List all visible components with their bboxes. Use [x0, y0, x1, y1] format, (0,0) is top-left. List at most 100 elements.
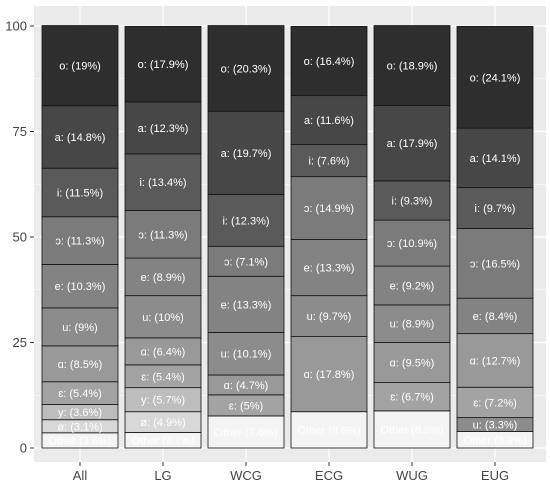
segment-label: ɑ: (9.5%) — [390, 358, 435, 370]
bar-segment — [207, 110, 285, 195]
x-axis: All LG WCG ECG WUG EUG — [73, 462, 509, 483]
bar-segment — [41, 345, 119, 383]
bar-segment — [124, 153, 202, 211]
x-tick-label: All — [73, 468, 88, 483]
segment-label: ɔ: (7.1%) — [224, 256, 268, 268]
segment-label: Other (3.7%) — [132, 435, 195, 447]
segment-label: ɔ: (16.5%) — [470, 258, 520, 270]
bar-segment — [41, 264, 119, 309]
y-tick-label: 75 — [13, 124, 27, 139]
bar-segment — [207, 25, 285, 112]
bars: Other (3.6%) ø: (3.1%) y: (3.6%) ɛ: (5.4%) ɑ… — [41, 25, 534, 449]
segment-label: ɔ: (11.3%) — [138, 229, 187, 241]
segment-label: o: (19%) — [59, 61, 101, 73]
segment-label: Other (8.8%) — [381, 424, 444, 436]
segment-label: a: (14.1%) — [470, 153, 521, 165]
bar-segment — [41, 167, 119, 218]
segment-label: a: (17.9%) — [387, 138, 438, 150]
bar-segment — [124, 295, 202, 339]
bar-EUG: Other (3.9%) u: (3.3%) ɛ: (7.2%) ɑ: (12.7%)… — [456, 26, 534, 449]
segment-label: e: (9.2%) — [390, 281, 435, 293]
bar-segment — [373, 304, 451, 343]
bar-segment — [124, 257, 202, 297]
segment-label: i: (9.3%) — [392, 195, 433, 207]
bar-LG: Other (3.7%) ø: (4.9%) y: (5.7%) ɛ: (5.4%) ɑ… — [124, 26, 202, 449]
bar-segment — [456, 127, 534, 189]
segment-label: ɛ: (5.4%) — [141, 371, 185, 383]
segment-label: Other (8.6%) — [298, 425, 361, 437]
bar-segment — [41, 25, 119, 107]
segment-label: e: (10.3%) — [55, 281, 106, 293]
x-tick-label: EUG — [481, 468, 509, 483]
segment-label: ɛ: (7.2%) — [473, 397, 517, 409]
bar-segment — [456, 187, 534, 229]
segment-label: e: (8.9%) — [141, 272, 186, 284]
y-tick-label: 25 — [13, 335, 27, 350]
segment-label: ɛ: (5.4%) — [58, 388, 102, 400]
segment-label: o: (24.1%) — [470, 72, 521, 84]
segment-label: Other (3.9%) — [464, 435, 527, 447]
bar-segment — [290, 95, 368, 145]
segment-label: u: (9.7%) — [307, 311, 352, 323]
bar-segment — [456, 297, 534, 335]
x-tick-label: WUG — [396, 468, 428, 483]
bar-segment — [373, 25, 451, 106]
bar-segment — [290, 295, 368, 337]
bar-segment — [290, 26, 368, 97]
bar-All: Other (3.6%) ø: (3.1%) y: (3.6%) ɛ: (5.4%) ɑ… — [41, 25, 119, 449]
segment-label: o: (20.3%) — [221, 63, 272, 75]
bar-segment — [124, 337, 202, 366]
segment-label: y: (3.6%) — [58, 407, 102, 419]
segment-label: u: (10%) — [142, 312, 184, 324]
segment-label: u: (8.9%) — [390, 319, 435, 331]
segment-label: i: (9.7%) — [475, 203, 516, 215]
bar-segment — [290, 336, 368, 413]
y-axis: 0 25 50 75 100 — [5, 19, 34, 456]
segment-label: ɔ: (11.3%) — [55, 236, 104, 248]
segment-label: ɑ: (12.7%) — [470, 355, 521, 367]
y-tick-label: 0 — [20, 441, 27, 456]
bar-segment — [41, 105, 119, 169]
x-tick-label: WCG — [230, 468, 262, 483]
bar-segment — [373, 104, 451, 182]
segment-label: o: (16.4%) — [304, 56, 355, 68]
segment-label: ø: (3.1%) — [57, 421, 102, 433]
segment-label: e: (13.3%) — [304, 263, 355, 275]
segment-label: o: (18.9%) — [387, 60, 438, 72]
y-tick-label: 50 — [13, 230, 27, 245]
segment-label: y: (5.7%) — [141, 395, 185, 407]
x-tick-label: LG — [154, 468, 171, 483]
segment-label: i: (7.6%) — [309, 156, 350, 168]
bar-segment — [207, 331, 285, 376]
bar-segment — [124, 210, 202, 259]
x-tick-label: ECG — [315, 468, 343, 483]
segment-label: ɛ: (6.7%) — [390, 392, 434, 404]
segment-label: Other (3.6%) — [49, 435, 112, 447]
segment-label: e: (8.4%) — [473, 311, 518, 323]
bar-segment — [207, 245, 285, 277]
segment-label: ɛ: (5%) — [229, 400, 263, 412]
bar-segment — [290, 176, 368, 240]
segment-label: a: (19.7%) — [221, 148, 272, 160]
segment-label: a: (11.6%) — [304, 115, 354, 127]
y-tick-label: 100 — [5, 19, 27, 34]
segment-label: i: (13.4%) — [139, 177, 186, 189]
segment-label: ɔ: (14.9%) — [304, 203, 354, 215]
segment-label: u: (3.3%) — [473, 420, 518, 432]
bar-segment — [41, 307, 119, 347]
segment-label: ø: (4.9%) — [140, 417, 185, 429]
bar-segment — [373, 410, 451, 449]
segment-label: o: (17.9%) — [138, 59, 189, 71]
bar-segment — [456, 26, 534, 129]
segment-label: ɑ: (6.4%) — [141, 346, 186, 358]
segment-label: u: (9%) — [62, 322, 97, 334]
segment-label: ɑ: (4.7%) — [224, 380, 269, 392]
segment-label: a: (14.8%) — [55, 132, 106, 144]
segment-label: Other (7.6%) — [215, 427, 278, 439]
bar-segment — [373, 219, 451, 267]
bar-segment — [373, 265, 451, 306]
bar-segment — [456, 228, 534, 299]
segment-label: ɑ: (17.8%) — [304, 369, 355, 381]
bar-segment — [373, 342, 451, 383]
